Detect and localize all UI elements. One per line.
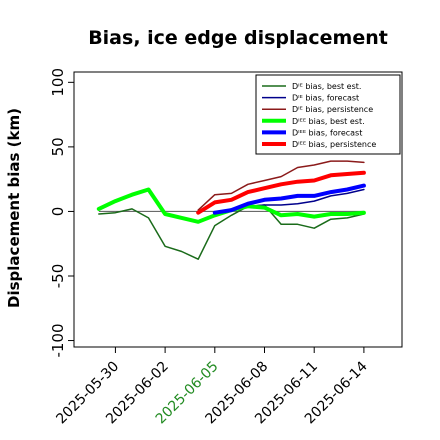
y-tick-label: 100 [49, 68, 67, 97]
legend-entry: Dᴵᴱᴱ bias, forecast [292, 128, 362, 137]
series-line-5 [212, 183, 366, 215]
plot-frame [73, 71, 403, 348]
y-axis-ticks: 100 50 0 -50 -100 [49, 68, 74, 358]
legend: Dᴵᴱ bias, best est. Dᴵᴱ bias, forecast Dᴵᴱ… [255, 74, 401, 155]
series-line-6 [196, 170, 366, 215]
x-axis-ticks: 2025-05-302025-06-022025-06-052025-06-08… [53, 347, 371, 427]
legend-entry: Dᴵᴱᴱ bias, best est. [292, 117, 365, 126]
legend-entry: Dᴵᴱᴱ bias, persistence [292, 140, 376, 149]
series-lines [96, 160, 366, 260]
legend-entry: Dᴵᴱ bias, persistence [292, 105, 373, 114]
y-tick-label: 0 [49, 207, 67, 217]
chart-title: Bias, ice edge displacement [88, 27, 388, 49]
series-line-3 [197, 160, 365, 211]
legend-entry: Dᴵᴱ bias, forecast [292, 94, 359, 103]
series-line-1 [98, 204, 365, 260]
legend-box [255, 74, 401, 155]
y-axis-label: Displacement bias (km) [5, 108, 23, 308]
y-tick-label: -100 [49, 324, 67, 358]
y-tick-label: -50 [49, 264, 67, 289]
y-tick-label: 50 [49, 137, 67, 156]
legend-entry: Dᴵᴱ bias, best est. [292, 82, 361, 91]
